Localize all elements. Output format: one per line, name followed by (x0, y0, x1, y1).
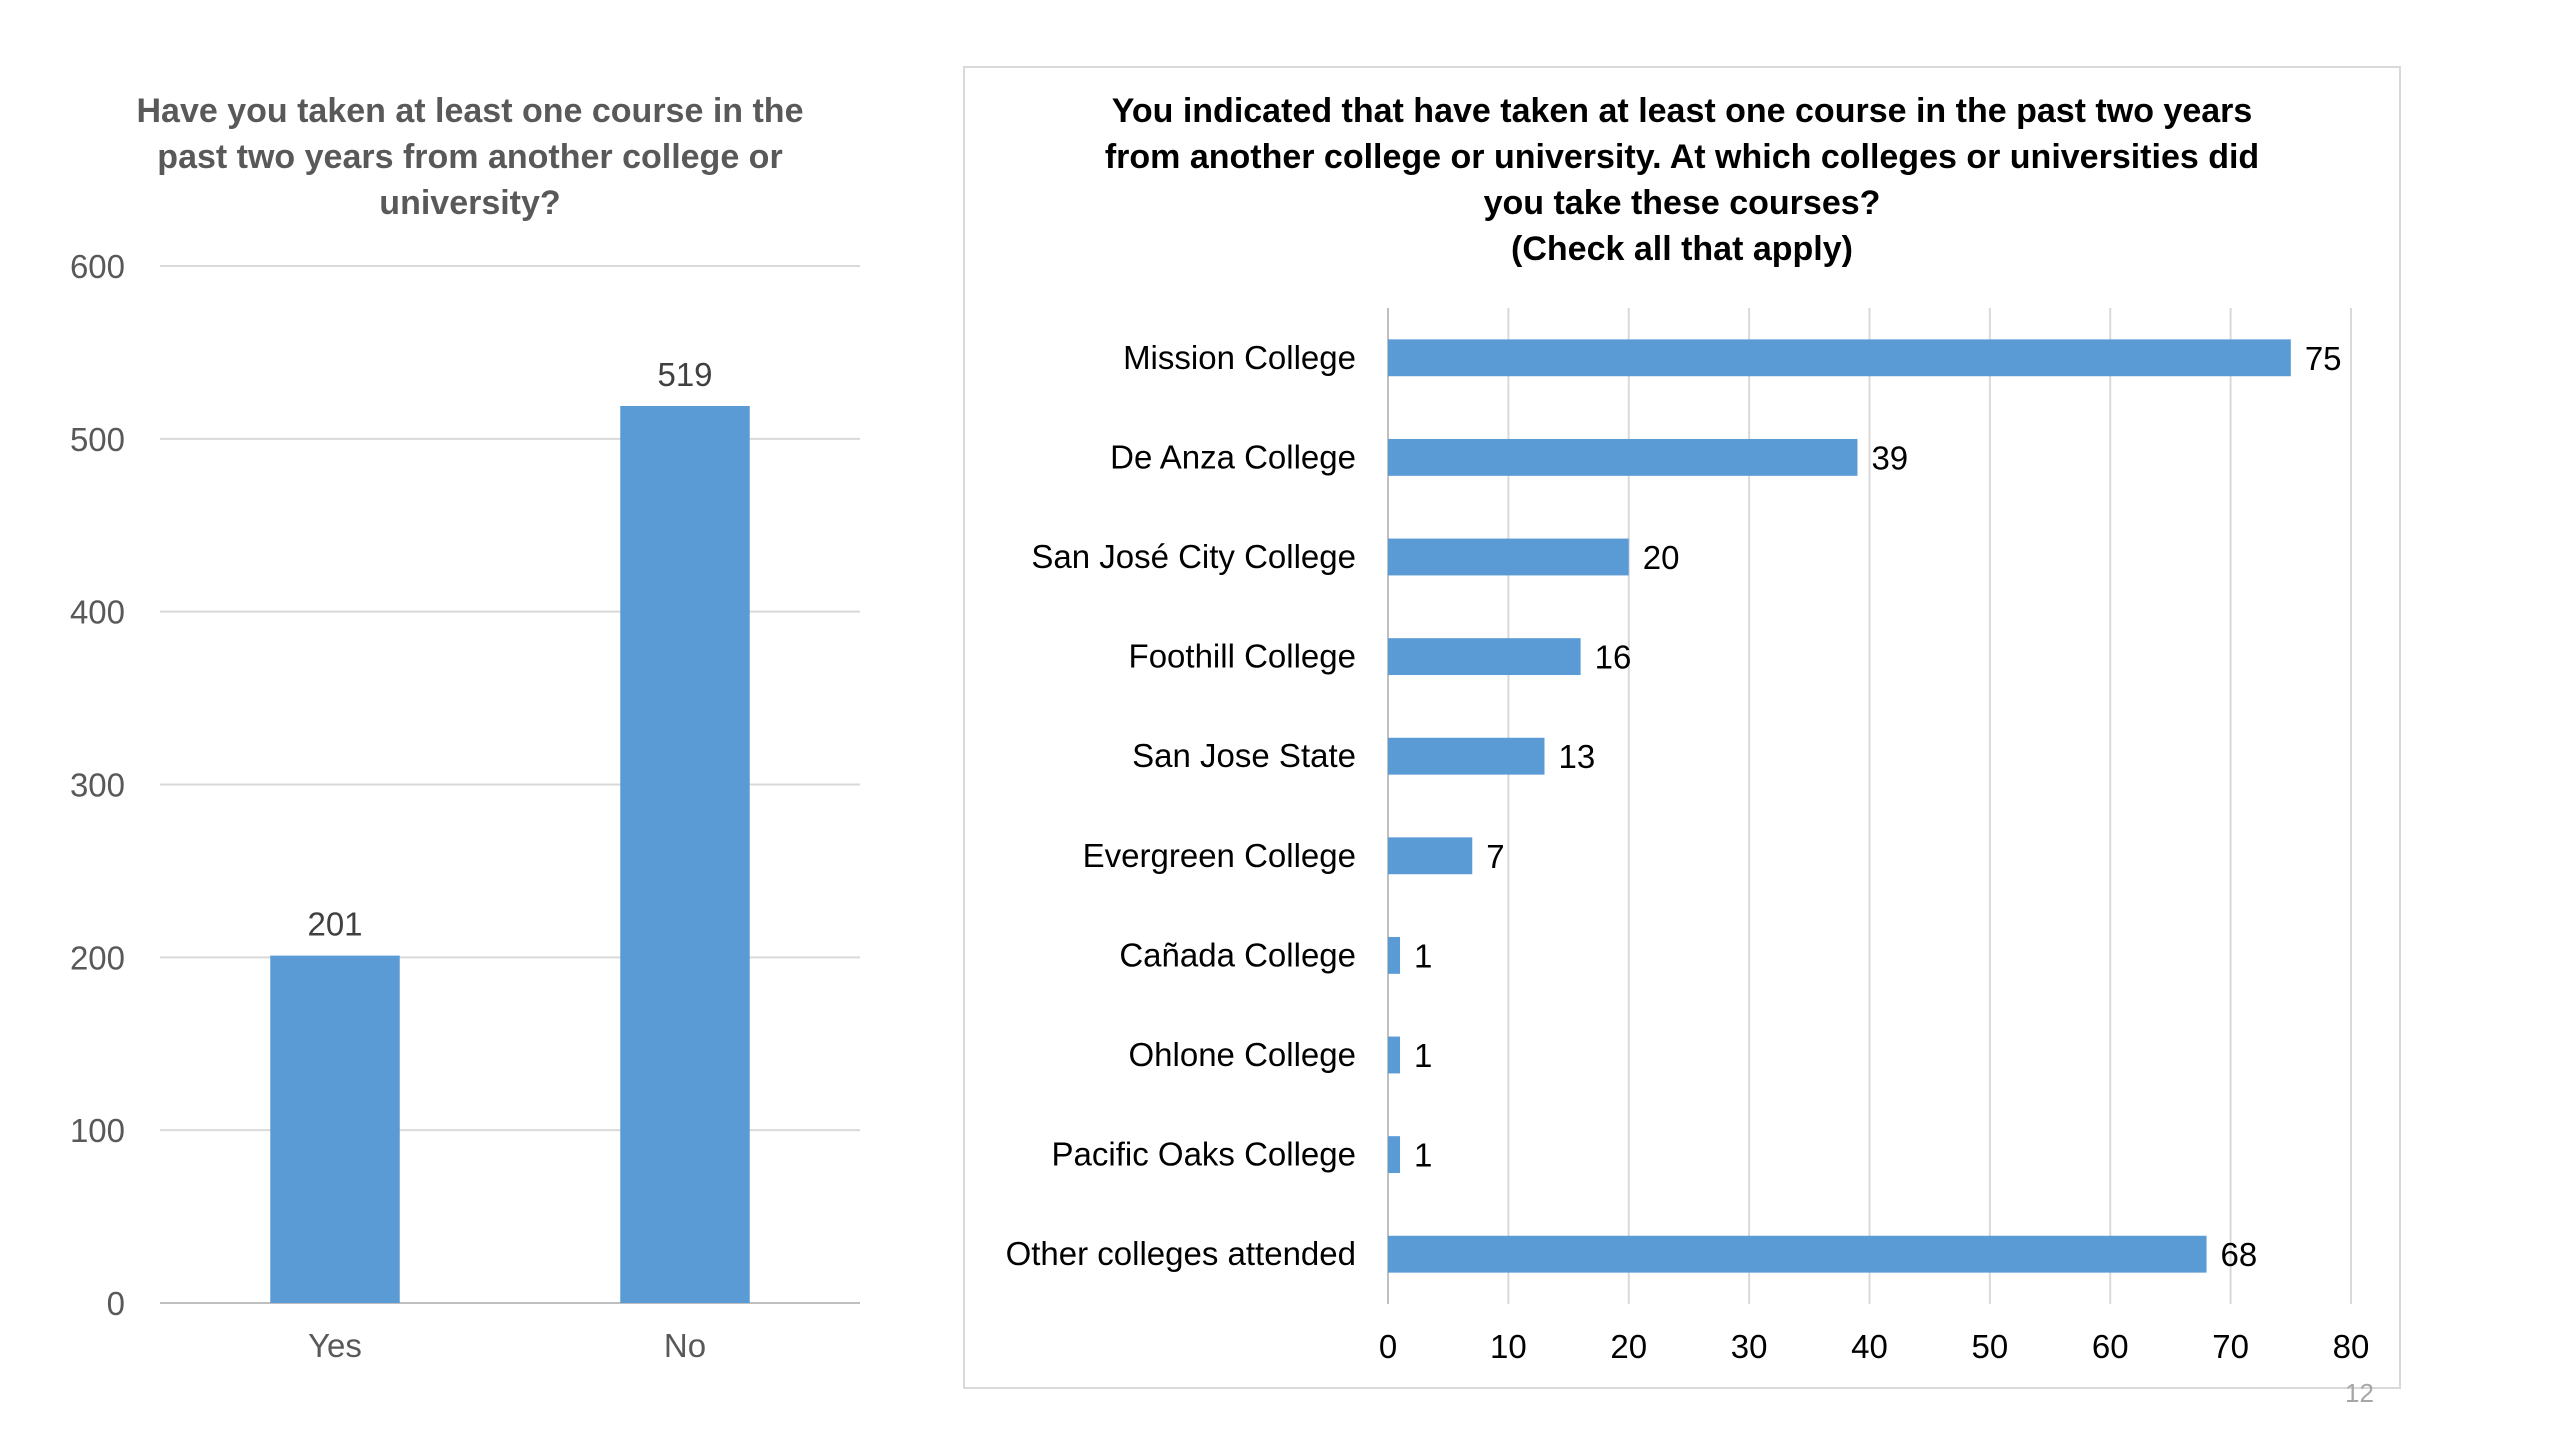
left-bar (270, 955, 400, 1303)
left-chart-title: Have you taken at least one course in th… (136, 92, 804, 222)
right-bar (1388, 936, 1401, 974)
left-y-tick-label: 0 (107, 1285, 125, 1322)
right-category-label: Other colleges attended (1006, 1235, 1356, 1272)
right-category-label: Evergreen College (1083, 837, 1356, 874)
right-bar (1388, 1136, 1401, 1174)
right-bar (1388, 1235, 2207, 1273)
left-y-tick-label: 100 (70, 1112, 125, 1149)
left-bar-data-label: 519 (657, 356, 712, 393)
right-bar-data-label: 75 (2305, 340, 2342, 377)
left-y-tick-label: 400 (70, 594, 125, 631)
right-bar-data-label: 1 (1414, 1137, 1432, 1174)
right-x-tick-label: 40 (1851, 1328, 1888, 1365)
right-bar-data-label: 39 (1871, 439, 1908, 476)
right-bar-data-label: 1 (1414, 1037, 1432, 1074)
right-bar-data-label: 68 (2221, 1236, 2258, 1273)
right-x-tick-label: 60 (2092, 1328, 2129, 1365)
right-bar-data-label: 20 (1643, 539, 1680, 576)
right-bar-data-label: 1 (1414, 937, 1432, 974)
right-bar-data-label: 16 (1595, 639, 1632, 676)
left-y-tick-label: 500 (70, 421, 125, 458)
left-chart-panel: Have you taken at least one course in th… (0, 0, 940, 1440)
right-x-tick-label: 10 (1490, 1328, 1527, 1365)
right-category-label: San José City College (1031, 538, 1356, 575)
right-x-tick-label: 30 (1731, 1328, 1768, 1365)
right-x-tick-label: 50 (1972, 1328, 2009, 1365)
right-x-tick-label: 20 (1610, 1328, 1647, 1365)
right-bar-data-label: 13 (1558, 738, 1595, 775)
left-bar-data-label: 201 (307, 906, 362, 943)
right-x-tick-label: 70 (2212, 1328, 2249, 1365)
right-category-label: De Anza College (1110, 438, 1356, 475)
right-category-label: Cañada College (1119, 936, 1356, 973)
right-category-label: Mission College (1123, 339, 1356, 376)
right-bar (1388, 737, 1545, 775)
left-bar (620, 405, 750, 1303)
right-bar (1388, 538, 1629, 576)
left-y-tick-label: 300 (70, 767, 125, 804)
page-number: 12 (2345, 1378, 2374, 1408)
right-category-label: San Jose State (1132, 737, 1356, 774)
left-chart-svg: 0 100 200 300 400 500 600 201 Yes 519 No (70, 248, 860, 1364)
left-y-tick-label: 600 (70, 248, 125, 285)
right-bar (1388, 438, 1858, 476)
left-x-tick-label: Yes (308, 1327, 362, 1364)
right-bar-data-label: 7 (1486, 838, 1504, 875)
right-category-label: Pacific Oaks College (1052, 1136, 1356, 1173)
right-x-tick-label: 0 (1379, 1328, 1397, 1365)
right-x-tick-label: 80 (2333, 1328, 2370, 1365)
right-bar (1388, 837, 1473, 875)
right-chart-title: You indicated that have taken at least o… (1104, 92, 2260, 268)
right-category-label: Ohlone College (1129, 1036, 1357, 1073)
left-x-tick-label: No (664, 1327, 706, 1364)
right-bar (1388, 339, 2291, 377)
right-chart-panel: You indicated that have taken at least o… (963, 66, 2401, 1389)
right-category-label: Foothill College (1129, 638, 1356, 675)
left-y-tick-label: 200 (70, 939, 125, 976)
right-bar (1388, 1036, 1401, 1074)
right-bar (1388, 638, 1581, 676)
right-chart-svg: 0 10 20 30 40 50 60 70 80 75 Mission College 39 De A… (1006, 308, 2370, 1365)
